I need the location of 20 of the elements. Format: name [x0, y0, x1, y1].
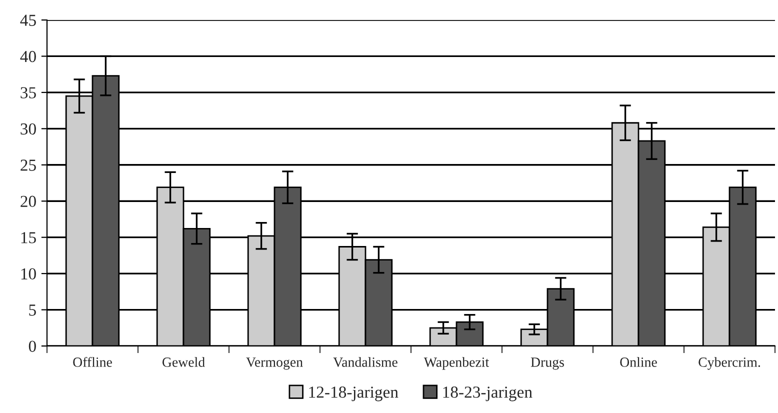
y-tick-label: 25	[20, 160, 36, 171]
legend-label: 18-23-jarigen	[443, 386, 532, 402]
x-tick-label: Geweld	[162, 357, 205, 367]
y-tick-label: 40	[20, 50, 36, 62]
y-tick-label: 10	[21, 268, 36, 280]
y-tick-label: 15	[21, 232, 36, 244]
y-tick-label: 0	[28, 340, 36, 352]
y-tick-label: 5	[29, 304, 36, 316]
y-tick-label: 35	[20, 87, 36, 98]
x-tick-label: Drugs	[530, 358, 564, 370]
x-tick-label: Vandalisme	[333, 357, 398, 367]
y-tick-label: 45	[20, 14, 36, 26]
x-tick-label: Online	[620, 357, 657, 367]
x-tick-label: Offline	[73, 356, 112, 367]
x-tick-label: Vermogen	[246, 358, 303, 370]
y-tick-label: 30	[20, 123, 36, 135]
x-tick-label: Wapenbezit	[424, 357, 490, 370]
legend-label: 12-18-jarigen	[309, 386, 398, 402]
x-tick-label: Cybercrim.	[698, 357, 760, 370]
y-tick-label: 20	[20, 196, 36, 208]
